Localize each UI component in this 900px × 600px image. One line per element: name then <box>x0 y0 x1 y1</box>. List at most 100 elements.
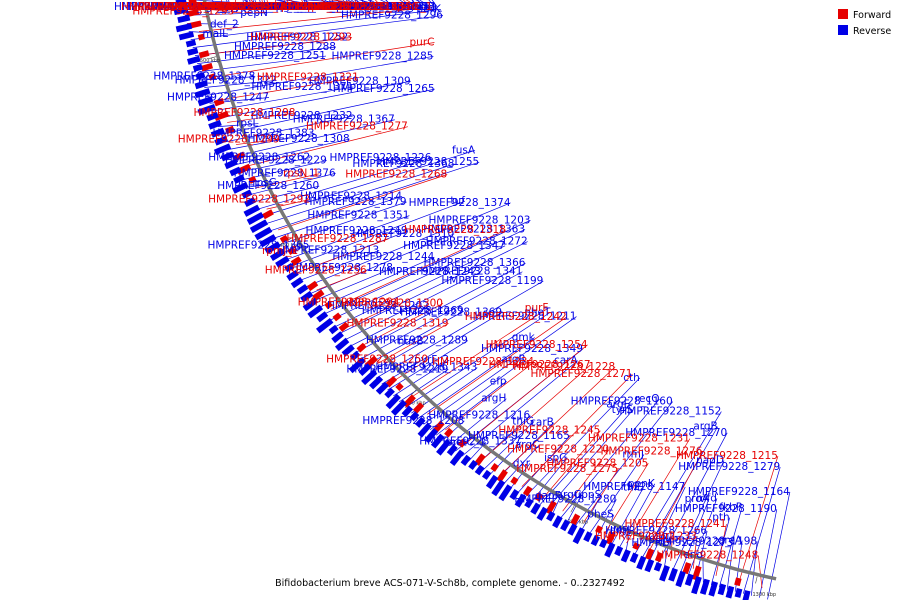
forward-label-connector <box>328 0 398 8</box>
forward-gene-label: HMPREF9228_1318 <box>404 224 506 236</box>
legend-forward-label: Forward <box>853 10 891 21</box>
forward-feature <box>198 50 210 59</box>
reverse-gene-label: HMPREF9228_1263 <box>327 1 429 13</box>
reverse-feature <box>187 47 199 56</box>
reverse-gene-label: argB <box>693 421 717 433</box>
reverse-feature <box>175 23 193 33</box>
reverse-feature <box>229 166 242 177</box>
reverse-gene-label: dapA <box>217 1 245 13</box>
reverse-gene-label: HMPREF9228_1335 <box>217 1 319 13</box>
reverse-gene-label: HMPREF9228_1211 <box>475 311 577 323</box>
reverse-feature <box>742 590 751 600</box>
reverse-gene-label: fusA <box>452 144 476 156</box>
legend-forward-swatch <box>838 9 848 19</box>
forward-gene-label: purM <box>281 1 308 13</box>
reverse-gene-label: HMPREF9228_1382 <box>315 1 417 13</box>
forward-feature <box>691 565 702 581</box>
reverse-gene-label: rpsG <box>252 177 277 189</box>
reverse-feature <box>197 104 216 116</box>
forward-label-connector <box>715 524 727 576</box>
forward-label-connector <box>345 302 400 329</box>
reverse-gene-label: argC <box>515 439 540 451</box>
reverse-feature <box>567 523 578 536</box>
reverse-gene-label: HMPREF9228_1371 <box>251 81 353 93</box>
forward-gene-label: HMPREF9228_1292 <box>208 193 310 205</box>
reverse-gene-label: HMPREF9228_1369 <box>400 306 502 318</box>
reverse-gene-label: argG <box>557 489 582 501</box>
reverse-gene-label: pheT <box>524 306 551 318</box>
forward-feature <box>306 280 319 292</box>
forward-gene-label: HMPREF9228_1334 <box>308 1 410 13</box>
forward-feature <box>490 463 499 472</box>
reverse-feature <box>409 411 420 422</box>
reverse-feature <box>243 204 261 217</box>
reverse-feature <box>514 493 527 508</box>
tick-label: 1300 kbp <box>753 592 777 598</box>
reverse-feature <box>197 96 214 107</box>
forward-label-connector <box>463 344 588 446</box>
reverse-gene-label: purK <box>416 3 442 15</box>
forward-feature <box>200 62 213 72</box>
reverse-feature <box>675 570 686 588</box>
reverse-gene-label: HMPREF9228_1349 <box>481 343 583 355</box>
reverse-gene-label: HMPREF9228_1301 <box>284 1 386 13</box>
reverse-gene-label: HMPREF9228_1340 <box>270 1 372 13</box>
reverse-feature <box>192 63 203 72</box>
reverse-feature <box>424 428 439 444</box>
reverse-gene-label: rpoB <box>231 1 256 13</box>
reverse-gene-label: HMPREF9228_1336 <box>267 1 369 13</box>
reverse-feature <box>328 324 339 335</box>
reverse-gene-label: HMPREF9228_1229 <box>225 155 327 167</box>
reverse-feature <box>691 576 702 595</box>
reverse-gene-label: HMPREF9228_1213 <box>277 244 379 256</box>
reverse-label-connector <box>278 0 302 8</box>
reverse-label-connector <box>307 233 455 296</box>
reverse-gene-label: proA <box>685 493 710 505</box>
reverse-label-connector <box>572 401 673 529</box>
reverse-label-connector <box>610 487 644 547</box>
reverse-feature <box>290 277 304 289</box>
reverse-label-connector <box>302 0 407 8</box>
reverse-label-connector <box>237 157 311 173</box>
reverse-feature <box>530 502 541 515</box>
reverse-gene-label: HMPREF9228_1310 <box>352 228 454 240</box>
reverse-label-connector <box>322 220 531 316</box>
forward-gene-label: HMPREF9228_1316 <box>296 1 398 13</box>
tick-mark <box>410 389 417 396</box>
forward-gene-label: HMPREF9228_1394 <box>166 1 268 13</box>
forward-label-connector <box>303 238 389 271</box>
reverse-feature <box>194 88 211 99</box>
reverse-feature <box>734 588 743 598</box>
legend-reverse-label: Reverse <box>853 26 891 37</box>
reverse-gene-label: HMPREF9228_1216 <box>428 410 530 422</box>
reverse-gene-label: HMPREF9228_1387 <box>198 1 300 13</box>
reverse-label-connector <box>230 119 395 158</box>
reverse-feature <box>599 538 608 549</box>
forward-feature <box>654 551 664 563</box>
reverse-label-connector <box>348 305 430 348</box>
reverse-label-connector <box>275 0 305 8</box>
reverse-feature <box>583 531 593 543</box>
forward-feature <box>248 175 257 184</box>
reverse-gene-label: efp <box>490 375 507 387</box>
reverse-feature <box>385 393 401 410</box>
forward-label-connector <box>409 307 549 399</box>
reverse-gene-label: HMPREF9228_1253 <box>304 1 406 13</box>
reverse-gene-label: HMPREF9228_1147 <box>583 481 685 493</box>
reverse-label-connector <box>759 509 778 598</box>
reverse-gene-label: HMPREF9228_1365 <box>207 240 309 252</box>
reverse-gene-label: smpB <box>320 1 350 13</box>
reverse-gene-label: HMPREF9228_1302 <box>261 1 363 13</box>
reverse-gene-label: HMPREF9228_1383 <box>213 127 315 139</box>
reverse-label-connector <box>399 369 449 403</box>
forward-gene-label: HMPREF9228_1299 <box>178 133 280 145</box>
reverse-gene-label: HMPREF9228_1244 <box>332 251 434 263</box>
reverse-gene-label: HMPREF9228_1392 <box>320 1 422 13</box>
forward-gene-label: HMPREF9228_1298 <box>194 107 296 119</box>
reverse-feature <box>560 519 571 532</box>
forward-gene-label: HMPREF9228_1319 <box>347 317 449 329</box>
reverse-gene-label: HMPREF9228_1379 <box>305 196 407 208</box>
reverse-feature <box>284 262 295 273</box>
forward-gene-label: HMPREF9228_1300 <box>341 297 443 309</box>
reverse-gene-label: HMPREF9228_1198 <box>655 535 757 547</box>
